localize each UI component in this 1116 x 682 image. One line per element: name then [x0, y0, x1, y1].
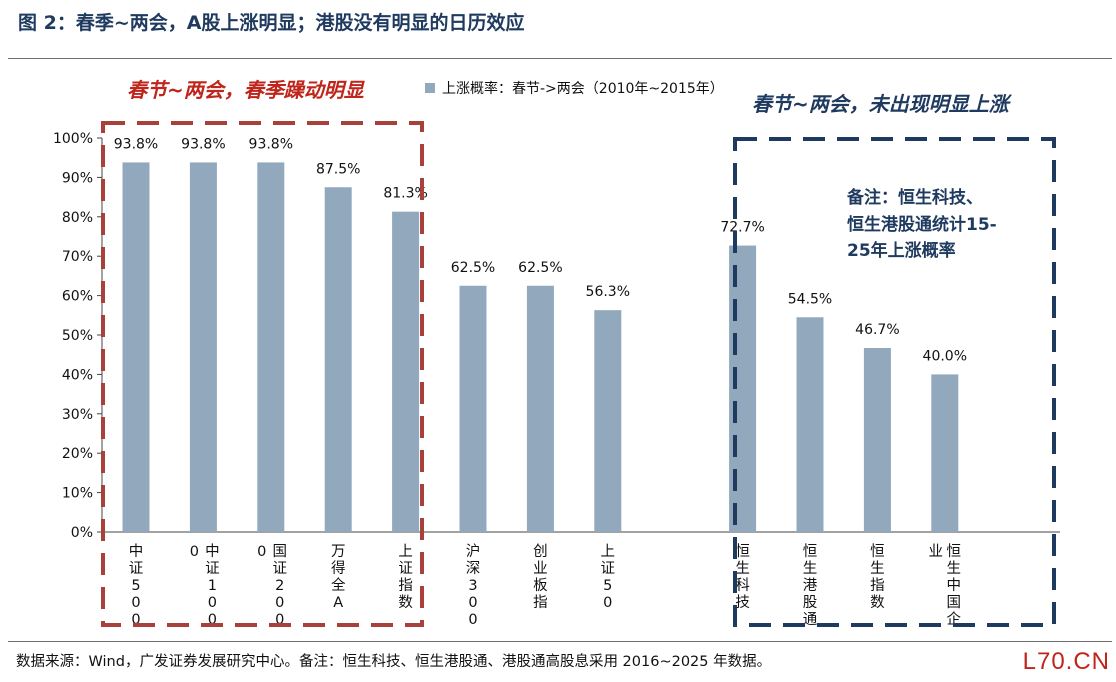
top-divider: [8, 58, 1112, 59]
bar: [189, 162, 217, 533]
category-label: 万得全 A: [331, 544, 346, 611]
y-tick-label: 80%: [62, 210, 93, 226]
category-label: 创业板指: [533, 543, 548, 611]
bar-value-label: 93.8%: [249, 136, 293, 152]
hk-annotation: 春节~两会，未出现明显上涨: [752, 92, 1013, 116]
category-label: 上证指数: [398, 543, 413, 611]
y-tick-label: 50%: [62, 328, 93, 344]
legend-label: 上涨概率：春节->两会（2010年~2015年）: [442, 80, 724, 97]
bar-value-label: 93.8%: [114, 136, 158, 152]
bar-chart: 0%10%20%30%40%50%60%70%80%90%100% 93.8% 9…: [53, 78, 1060, 628]
bar: [796, 317, 824, 532]
y-axis: 0% 10% 20% 30% 40% 50% 60% 70% 80% 90% 100%: [53, 131, 1060, 541]
bar: [257, 162, 285, 533]
data-labels: 93.8% 93.8% 93.8% 87.5% 81.3% 62.5% 62.5% 56.3%…: [114, 136, 967, 364]
y-tick-label: 70%: [62, 249, 93, 265]
note-line-2: 恒生港股通统计15-: [847, 214, 997, 235]
bar-value-label: 62.5%: [518, 260, 562, 276]
watermark: L70.CN: [1022, 648, 1110, 675]
bar-value-label: 72.7%: [720, 220, 764, 236]
category-labels: 中证 5 0 0 中证 1 0 00 国证 2 0 00 万得全 A 上证指数 沪深 3 0 0 创业板指 上证 5 0 恒生…: [129, 543, 962, 628]
bar: [122, 162, 150, 533]
hk-highlight-box: [733, 137, 1056, 627]
y-tick-label: 60%: [62, 289, 93, 305]
bar: [459, 285, 487, 532]
bar: [863, 348, 891, 532]
note-line-1: 备注：恒生科技、: [846, 187, 983, 208]
category-label: 恒生科技: [735, 543, 750, 611]
bar-value-label: 54.5%: [788, 291, 832, 307]
y-tick-label: 10%: [62, 486, 93, 502]
category-label: 中证 1 0 00: [190, 543, 220, 628]
bar-value-label: 87.5%: [316, 161, 360, 177]
note-line-3: 25年上涨概率: [847, 240, 956, 261]
a-share-annotation: 春节~两会，春季躁动明显: [127, 78, 366, 102]
y-tick-label: 90%: [62, 170, 93, 186]
y-tick-label: 100%: [53, 131, 93, 147]
bar-value-label: 93.8%: [181, 136, 225, 152]
legend-swatch: [425, 83, 435, 93]
bar: [931, 374, 959, 532]
category-label: 恒生指数: [870, 543, 885, 611]
figure-title: 图 2：春季~两会，A股上涨明显；港股没有明显的日历效应: [18, 12, 525, 34]
bar: [526, 285, 554, 532]
y-tick-label: 0%: [71, 525, 93, 541]
y-tick-label: 20%: [62, 446, 93, 462]
source-footnote: 数据来源：Wind，广发证券发展研究中心。备注：恒生科技、恒生港股通、港股通高股…: [16, 654, 772, 670]
bar-value-label: 40.0%: [923, 348, 967, 364]
y-tick-label: 30%: [62, 407, 93, 423]
bars: [122, 162, 959, 533]
category-label: 沪深 3 0 0: [466, 543, 481, 628]
category-label: 中证 5 0 0: [129, 543, 144, 628]
bar-value-label: 46.7%: [855, 322, 899, 338]
y-tick-label: 40%: [62, 367, 93, 383]
bar: [594, 310, 622, 532]
category-label: 上证 5 0: [601, 543, 616, 611]
bar: [392, 211, 420, 533]
category-label: 国证 2 0 00: [257, 544, 287, 628]
bar: [324, 187, 352, 532]
bar-value-label: 56.3%: [586, 284, 630, 300]
category-label: 恒生港股通: [803, 543, 818, 628]
bar-value-label: 62.5%: [451, 260, 495, 276]
bar-value-label: 81.3%: [383, 186, 427, 202]
bottom-divider: [8, 641, 1112, 642]
category-label: 恒生中国企业: [929, 543, 962, 628]
